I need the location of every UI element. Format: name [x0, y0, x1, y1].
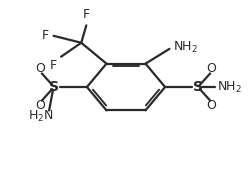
Text: NH$_2$: NH$_2$ [217, 80, 242, 94]
Text: S: S [49, 80, 59, 94]
Text: F: F [50, 59, 57, 72]
Text: F: F [42, 29, 49, 42]
Text: F: F [83, 8, 90, 21]
Text: O: O [35, 62, 45, 75]
Text: O: O [207, 99, 217, 112]
Text: O: O [35, 99, 45, 112]
Text: O: O [207, 62, 217, 75]
Text: NH$_2$: NH$_2$ [173, 39, 198, 55]
Text: S: S [193, 80, 203, 94]
Text: H$_2$N: H$_2$N [27, 109, 53, 124]
